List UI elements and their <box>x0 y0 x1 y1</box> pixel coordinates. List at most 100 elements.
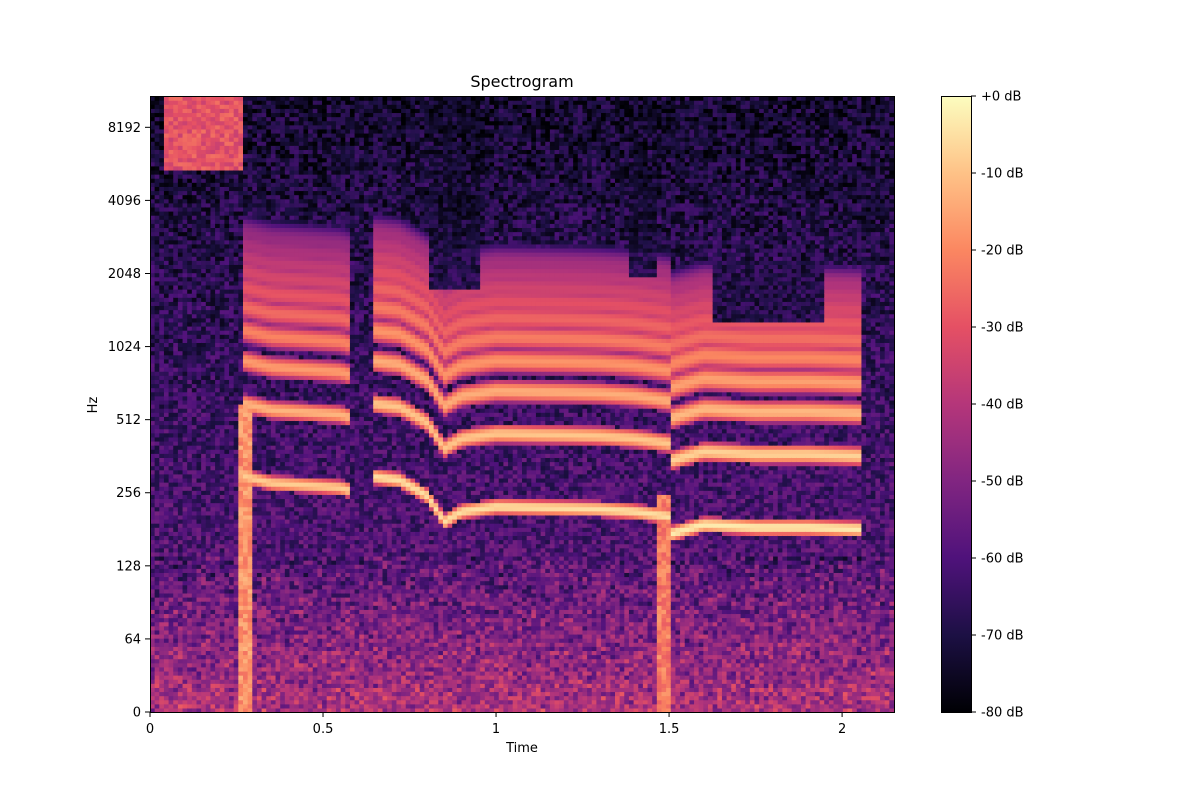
heatmap-cell <box>182 613 188 619</box>
heatmap-cell <box>201 506 207 512</box>
heatmap-cell <box>243 330 249 335</box>
heatmap-cell <box>233 428 239 434</box>
heatmap-cell <box>182 576 188 582</box>
heatmap-cell <box>163 313 170 319</box>
heatmap-cell <box>270 276 277 282</box>
heatmap-cell <box>233 564 239 569</box>
heatmap-cell <box>294 289 300 294</box>
heatmap-cell <box>201 527 207 532</box>
heatmap-cell <box>177 527 184 532</box>
heatmap-cell <box>266 592 272 598</box>
heatmap-cell <box>280 243 286 249</box>
plot-area <box>150 96 895 713</box>
heatmap-cell <box>224 330 230 335</box>
heatmap-cell <box>247 141 253 146</box>
heatmap-cell <box>289 235 295 241</box>
heatmap-cell <box>247 124 253 130</box>
heatmap-cell <box>150 96 156 101</box>
heatmap-cell <box>224 420 230 426</box>
heatmap-cell <box>173 576 179 582</box>
heatmap-cell <box>256 642 263 647</box>
heatmap-cell <box>215 96 221 101</box>
heatmap-cell <box>298 457 305 463</box>
heatmap-cell <box>182 190 188 196</box>
heatmap-cell <box>215 215 221 220</box>
heatmap-cell <box>289 650 295 656</box>
heatmap-cell <box>177 174 184 179</box>
heatmap-cell <box>163 584 170 590</box>
heatmap-cell <box>215 116 221 122</box>
heatmap-cell <box>196 539 202 545</box>
heatmap-cell <box>173 395 179 401</box>
heatmap-cell <box>270 383 277 389</box>
heatmap-cell <box>270 670 277 676</box>
heatmap-cell <box>280 539 286 545</box>
heatmap-cell <box>210 580 216 586</box>
heatmap-cell <box>289 174 295 179</box>
heatmap-cell <box>229 124 235 130</box>
heatmap-cell <box>266 280 272 286</box>
heatmap-cell <box>243 679 249 684</box>
heatmap-cell <box>150 231 156 237</box>
heatmap-cell <box>289 268 295 274</box>
heatmap-cell <box>229 252 235 257</box>
heatmap-cell <box>154 354 160 360</box>
heatmap-cell <box>289 198 295 204</box>
heatmap-cell <box>196 219 202 224</box>
heatmap-cell <box>247 145 253 150</box>
heatmap-cell <box>238 206 244 212</box>
heatmap-cell <box>173 527 179 532</box>
heatmap-cell <box>159 313 165 319</box>
heatmap-cell <box>243 100 249 105</box>
heatmap-cell <box>289 182 295 187</box>
heatmap-cell <box>224 243 230 249</box>
heatmap-cell <box>210 219 216 224</box>
heatmap-cell <box>261 670 267 676</box>
heatmap-cell <box>294 564 300 569</box>
heatmap-cell <box>205 518 212 524</box>
heatmap-cell <box>270 395 277 401</box>
heatmap-cell <box>159 153 165 159</box>
heatmap-cell <box>298 375 305 380</box>
heatmap-cell <box>303 642 309 647</box>
heatmap-cell <box>177 621 184 627</box>
heatmap-cell <box>191 272 198 278</box>
heatmap-cell <box>182 132 188 138</box>
heatmap-cell <box>150 325 156 331</box>
heatmap-cell <box>256 247 263 253</box>
heatmap-cell <box>224 650 230 656</box>
heatmap-cell <box>163 695 170 701</box>
heatmap-cell <box>177 576 184 582</box>
heatmap-cell <box>294 449 300 454</box>
heatmap-cell <box>256 235 263 241</box>
heatmap-cell <box>201 215 207 220</box>
heatmap-cell <box>187 687 193 693</box>
heatmap-cell <box>284 157 291 163</box>
heatmap-cell <box>219 584 225 590</box>
heatmap-cell <box>256 321 263 327</box>
heatmap-cell <box>261 100 267 105</box>
heatmap-cell <box>284 408 291 413</box>
heatmap-cell <box>224 461 230 467</box>
heatmap-cell <box>187 494 193 500</box>
heatmap-cell <box>275 371 281 376</box>
heatmap-cell <box>247 116 253 122</box>
heatmap-cell <box>215 235 221 241</box>
heatmap-cell <box>224 317 230 323</box>
heatmap-cell <box>266 683 272 688</box>
heatmap-cell <box>210 465 216 471</box>
heatmap-cell <box>275 100 281 105</box>
heatmap-cell <box>229 605 235 610</box>
heatmap-cell <box>247 605 253 610</box>
heatmap-cell <box>163 145 170 150</box>
heatmap-cell <box>229 350 235 356</box>
heatmap-cell <box>201 597 207 602</box>
heatmap-cell <box>191 617 198 623</box>
heatmap-cell <box>266 182 272 187</box>
heatmap-cell <box>243 104 249 109</box>
heatmap-cell <box>150 560 156 565</box>
heatmap-cell <box>289 227 295 233</box>
heatmap-cell <box>159 210 165 216</box>
heatmap-cell <box>275 597 281 602</box>
heatmap-cell <box>229 523 235 528</box>
